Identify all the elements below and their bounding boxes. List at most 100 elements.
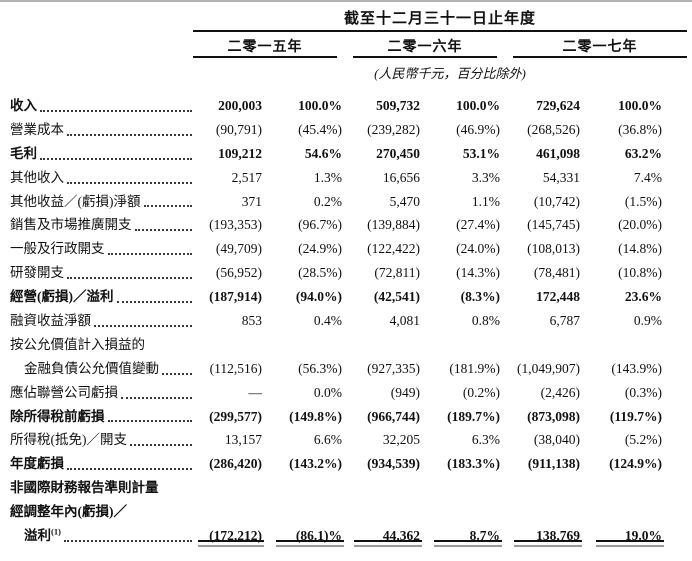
cell-2016-value: (966,744) [367, 408, 420, 424]
cell-2017-value: (38,040) [533, 432, 580, 448]
cell-2016-value: (239,282) [367, 121, 420, 137]
table-row: 年度虧損 (286,420) (143.2%) (934,539) (183.3%) (9… [0, 452, 692, 476]
cell-2015-value: (299,577) [209, 408, 262, 424]
column-header-2016: 二零一六年 [387, 40, 463, 55]
cell-2016-pct: 6.3% [471, 432, 500, 448]
cell-2015-pct: 100.0% [298, 98, 342, 113]
cell-2015-value: (193,353) [209, 217, 262, 233]
table-row: 除所得稅前虧損 (299,577) (149.8%) (966,744) (189.7%… [0, 405, 692, 429]
dotted-leader [130, 428, 192, 447]
cell-2015-pct: (94.0%) [295, 289, 342, 305]
cell-2017-value: 461,098 [536, 145, 580, 161]
row-label: 一般及行政開支 [10, 241, 105, 257]
cell-2017-pct: (36.8%) [618, 121, 662, 137]
cell-2016-pct: 100.0% [456, 98, 500, 113]
cell-2017-value: 729,624 [536, 98, 580, 113]
cell-2017-value: (10,742) [533, 193, 580, 209]
row-label: 銷售及市場推廣開支 [10, 217, 132, 233]
cell-2015-pct: 0.2% [313, 193, 342, 209]
cell-2016-value: (934,539) [367, 456, 420, 472]
dotted-leader [40, 94, 192, 112]
table-row: 溢利(1) (172,212) (86.1)% 44,362 8.7% 138,769 19… [0, 524, 692, 548]
double-underline [354, 539, 422, 547]
cell-2016-pct: (181.9%) [449, 360, 500, 376]
cell-2016-pct: (0.2%) [462, 384, 500, 400]
double-underline [514, 539, 582, 547]
cell-2015-pct: (96.7%) [298, 217, 342, 233]
table-row: 收入 200,003 100.0% 509,732 100.0% 729,624 100.0… [0, 94, 692, 118]
page-top-edge [0, 0, 692, 2]
dotted-leader [67, 166, 192, 184]
dotted-leader [116, 285, 192, 304]
row-label: 收入 [10, 98, 37, 113]
cell-2016-value: 509,732 [376, 98, 420, 113]
cell-2016-pct: (14.3%) [456, 265, 500, 281]
cell-2017-pct: 23.6% [624, 289, 662, 305]
row-label: 研發開支 [10, 265, 64, 281]
table-row: 按公允價值計入損益的 [0, 333, 692, 357]
row-spacer [127, 500, 662, 524]
double-underline [276, 539, 344, 547]
cell-2016-value: (139,884) [367, 217, 420, 233]
cell-2015-pct: 0.4% [313, 313, 342, 329]
currency-unit-note: (人民幣千元，百分比除外) [374, 66, 526, 81]
column-header-rule-2016 [353, 56, 497, 58]
period-title-rule [193, 30, 687, 32]
cell-2016-pct: (46.9%) [456, 121, 500, 137]
cell-2017-pct: (0.3%) [624, 384, 662, 400]
cell-2017-value: (268,526) [527, 121, 580, 137]
cell-2017-pct: 100.0% [618, 98, 662, 113]
row-label: 按公允價值計入損益的 [10, 336, 145, 352]
cell-2015-value: (286,420) [209, 456, 262, 472]
cell-2016-value: (927,335) [367, 360, 420, 376]
cell-2015-pct: (45.4%) [298, 121, 342, 137]
cell-2015-value: (56,952) [215, 265, 262, 281]
cell-2015-value: 853 [241, 313, 262, 329]
cell-2015-value: 109,212 [218, 145, 262, 161]
row-label: 除所得稅前虧損 [10, 408, 105, 424]
row-label: 毛利 [10, 145, 37, 161]
double-underline [596, 539, 664, 547]
cell-2015-pct: (28.5%) [298, 265, 342, 281]
cell-2017-value: (145,745) [527, 217, 580, 233]
table-body: 收入 200,003 100.0% 509,732 100.0% 729,624 100.0… [0, 94, 692, 548]
cell-2015-pct: (86.1)% [262, 524, 344, 548]
cell-2017-pct: (20.0%) [618, 217, 662, 233]
period-title: 截至十二月三十一日止年度 [343, 11, 536, 27]
cell-2016-value: 32,205 [382, 432, 420, 448]
table-row: 毛利 109,212 54.6% 270,450 53.1% 461,098 63.2% [0, 142, 692, 166]
cell-2015-pct: (24.9%) [298, 241, 342, 257]
cell-2017-pct: 63.2% [624, 145, 662, 161]
dotted-leader [162, 357, 192, 375]
dotted-leader [67, 261, 192, 280]
cell-2017-pct: (143.9%) [611, 360, 662, 376]
cell-2017-value: (2,426) [540, 384, 580, 400]
table-row: 銷售及市場推廣開支 (193,353) (96.7%) (139,884) (27.4%… [0, 213, 692, 237]
row-label: 經營(虧損)／溢利 [10, 289, 114, 305]
cell-2016-value: (122,422) [367, 241, 420, 257]
cell-2017-value: (108,013) [527, 241, 580, 257]
row-label: 營業成本 [10, 121, 64, 137]
table-row: 非國際財務報告準則計量 [0, 476, 692, 500]
dotted-leader [67, 118, 192, 136]
double-underline [434, 539, 502, 547]
row-label: 所得稅(抵免)／開支 [10, 432, 127, 448]
dotted-leader [134, 213, 192, 232]
cell-2015-pct: 0.0% [313, 384, 342, 400]
cell-2016-pct: 1.1% [471, 193, 500, 209]
cell-2015-value: (49,709) [215, 241, 262, 257]
cell-2015-pct: 54.6% [304, 145, 342, 161]
dotted-leader [40, 142, 192, 160]
column-header-2015: 二零一五年 [227, 40, 303, 55]
cell-2015-value: (90,791) [215, 121, 262, 137]
cell-2015-value: 371 [241, 193, 262, 209]
cell-2017-pct: 0.9% [633, 313, 662, 329]
cell-2017-pct: 7.4% [633, 169, 662, 185]
row-label: 經調整年內(虧損)／ [10, 504, 127, 520]
cell-2016-pct: (183.3%) [447, 456, 500, 472]
cell-2016-pct: (189.7%) [447, 408, 500, 424]
cell-2015-value: 2,517 [231, 169, 262, 185]
double-underline [198, 539, 264, 547]
column-header-2017: 二零一七年 [562, 40, 638, 55]
